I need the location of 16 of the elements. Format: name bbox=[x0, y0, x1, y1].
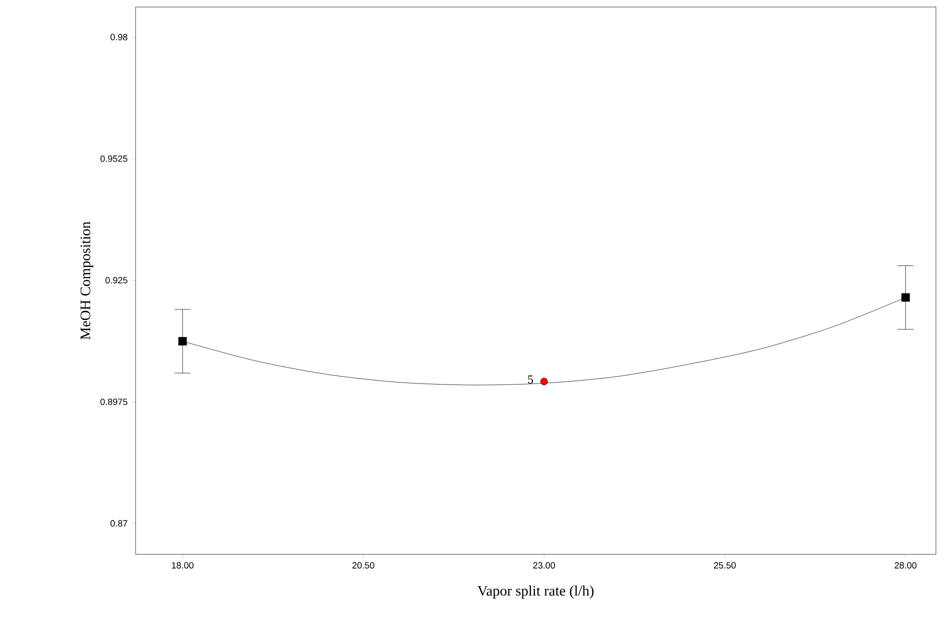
y-tick-label: 0.87 bbox=[110, 520, 128, 527]
y-tick-label: 0.9525 bbox=[100, 156, 128, 162]
point bbox=[178, 337, 187, 346]
x-tick-label: 25.50 bbox=[714, 562, 736, 569]
y-tick-label: 0.8975 bbox=[100, 398, 128, 406]
x-tick-label: 18.00 bbox=[172, 562, 194, 569]
point bbox=[540, 378, 548, 386]
y-tick-label: 0.98 bbox=[110, 34, 128, 40]
point bbox=[901, 293, 910, 302]
x-tick-label: 20.50 bbox=[352, 562, 374, 569]
x-tick-label: 28.00 bbox=[894, 562, 917, 569]
y-tick-label: 0.925 bbox=[105, 277, 128, 284]
x-axis-title: Vapor split rate (l/h) bbox=[477, 586, 594, 599]
x-tick-label: 23.00 bbox=[533, 562, 556, 569]
annotation: 5 bbox=[528, 376, 534, 384]
y-axis-title: MeOH Composition bbox=[80, 222, 94, 340]
